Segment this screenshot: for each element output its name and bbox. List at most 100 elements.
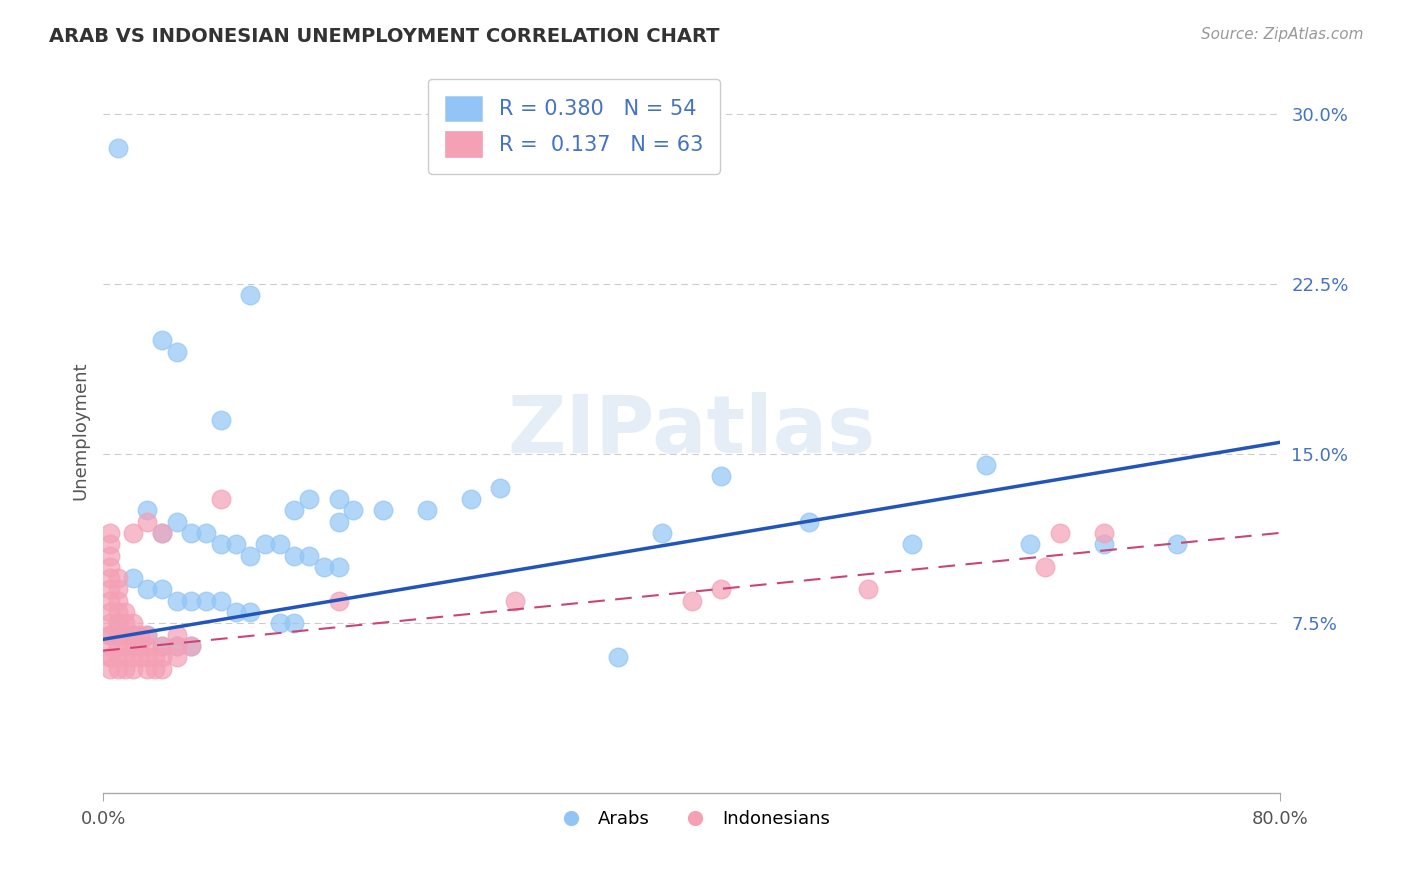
Point xyxy=(121,525,143,540)
Point xyxy=(107,628,129,642)
Point xyxy=(100,650,122,665)
Point xyxy=(710,469,733,483)
Point xyxy=(209,594,232,608)
Point xyxy=(195,525,218,540)
Point xyxy=(100,525,122,540)
Point xyxy=(166,639,188,653)
Point xyxy=(100,549,122,563)
Point xyxy=(107,650,129,665)
Point xyxy=(100,582,122,597)
Point xyxy=(136,515,159,529)
Point xyxy=(1019,537,1042,551)
Point xyxy=(239,605,262,619)
Point xyxy=(180,639,202,653)
Point xyxy=(107,141,129,155)
Point xyxy=(342,503,364,517)
Point xyxy=(129,650,152,665)
Point xyxy=(136,650,159,665)
Point xyxy=(489,481,512,495)
Point xyxy=(371,503,394,517)
Point xyxy=(136,639,159,653)
Point xyxy=(328,491,350,506)
Point xyxy=(239,288,262,302)
Point xyxy=(858,582,880,597)
Point xyxy=(1092,525,1115,540)
Point xyxy=(136,628,159,642)
Point xyxy=(136,662,159,676)
Point xyxy=(298,491,321,506)
Point xyxy=(150,582,173,597)
Point xyxy=(150,662,173,676)
Point xyxy=(150,525,173,540)
Point xyxy=(253,537,276,551)
Point xyxy=(136,628,159,642)
Point xyxy=(100,639,122,653)
Point xyxy=(143,662,166,676)
Point xyxy=(225,605,247,619)
Point xyxy=(121,650,143,665)
Point xyxy=(651,525,673,540)
Point xyxy=(107,662,129,676)
Point xyxy=(100,594,122,608)
Point xyxy=(166,639,188,653)
Point xyxy=(100,650,122,665)
Y-axis label: Unemployment: Unemployment xyxy=(72,361,89,500)
Point xyxy=(209,412,232,426)
Point xyxy=(328,559,350,574)
Point xyxy=(100,571,122,585)
Text: ARAB VS INDONESIAN UNEMPLOYMENT CORRELATION CHART: ARAB VS INDONESIAN UNEMPLOYMENT CORRELAT… xyxy=(49,27,720,45)
Point xyxy=(136,582,159,597)
Point xyxy=(114,605,136,619)
Text: Source: ZipAtlas.com: Source: ZipAtlas.com xyxy=(1201,27,1364,42)
Point xyxy=(150,525,173,540)
Point xyxy=(121,628,143,642)
Point xyxy=(150,334,173,348)
Point xyxy=(107,639,129,653)
Point xyxy=(195,594,218,608)
Point xyxy=(121,616,143,631)
Point xyxy=(166,344,188,359)
Point xyxy=(129,628,152,642)
Point xyxy=(460,491,482,506)
Point xyxy=(1092,537,1115,551)
Point xyxy=(100,662,122,676)
Point xyxy=(150,650,173,665)
Point xyxy=(298,549,321,563)
Point xyxy=(503,594,526,608)
Point xyxy=(283,503,305,517)
Point xyxy=(607,650,630,665)
Point xyxy=(150,639,173,653)
Point xyxy=(269,537,291,551)
Point xyxy=(710,582,733,597)
Point xyxy=(269,616,291,631)
Point xyxy=(312,559,335,574)
Point xyxy=(107,571,129,585)
Point xyxy=(107,594,129,608)
Point xyxy=(1166,537,1188,551)
Point xyxy=(166,515,188,529)
Point xyxy=(239,549,262,563)
Point xyxy=(100,628,122,642)
Point xyxy=(974,458,997,472)
Point xyxy=(416,503,439,517)
Point xyxy=(1049,525,1071,540)
Point xyxy=(681,594,703,608)
Point xyxy=(114,650,136,665)
Point xyxy=(100,616,122,631)
Point xyxy=(209,537,232,551)
Point xyxy=(143,650,166,665)
Point xyxy=(114,616,136,631)
Point xyxy=(121,662,143,676)
Point xyxy=(180,594,202,608)
Point xyxy=(107,582,129,597)
Point xyxy=(1033,559,1056,574)
Point xyxy=(150,639,173,653)
Point xyxy=(901,537,924,551)
Point xyxy=(166,594,188,608)
Point xyxy=(166,650,188,665)
Point xyxy=(283,616,305,631)
Text: ZIPatlas: ZIPatlas xyxy=(508,392,876,470)
Point xyxy=(283,549,305,563)
Point xyxy=(121,639,143,653)
Point xyxy=(166,628,188,642)
